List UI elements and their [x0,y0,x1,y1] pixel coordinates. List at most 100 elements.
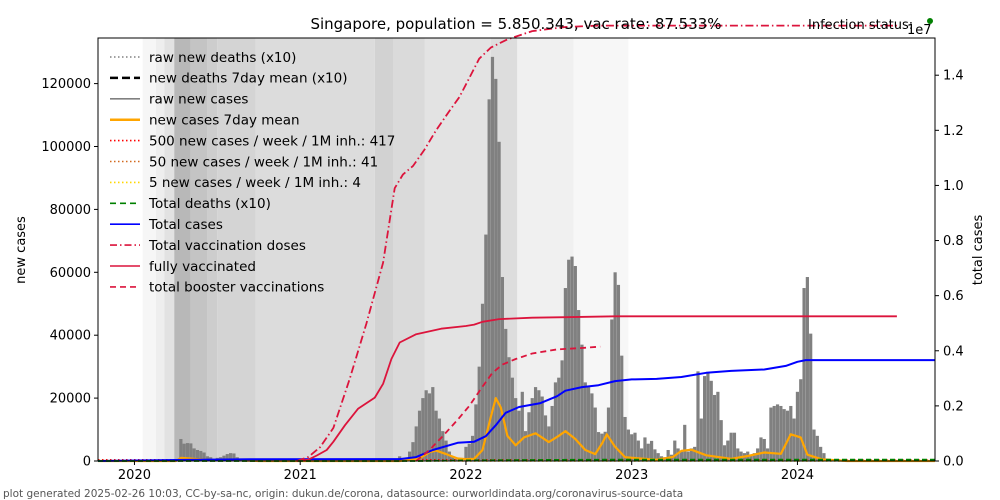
raw-new-cases-bar [192,448,196,461]
raw-new-cases-bar [703,376,707,461]
legend-label: 50 new cases / week / 1M inh.: 41 [149,154,378,170]
raw-new-cases-bar [407,451,412,461]
background-band [424,38,491,461]
raw-new-cases-bar [769,407,773,461]
raw-new-cases-bar [533,387,538,461]
raw-new-cases-bar [799,379,803,461]
raw-new-cases-bar [514,398,518,461]
raw-new-cases-bar [179,438,183,461]
raw-new-cases-bar [222,455,226,461]
raw-new-cases-bar [199,450,203,461]
y2-tick-label: 1.0 [943,179,964,194]
raw-new-cases-bar [421,398,425,461]
raw-new-cases-bar [550,405,554,461]
raw-new-cases-bar [640,448,644,461]
background-band [393,38,425,461]
raw-new-cases-bar [225,454,229,461]
raw-new-cases-bar [543,415,548,461]
legend-label: new deaths 7day mean (x10) [149,71,348,87]
legend-label: fully vaccinated [149,259,256,275]
infection-status-label: Infection status: [808,18,913,33]
raw-new-cases-bar [613,272,617,461]
x-tick-label: 2021 [284,468,317,483]
background-band [98,38,143,461]
raw-new-cases-bar [417,410,422,461]
raw-new-cases-bar [772,405,776,461]
raw-new-cases-bar [785,410,790,461]
y2-tick-label: 0.6 [943,289,964,304]
raw-new-cases-bar [474,404,478,461]
raw-new-cases-bar [490,56,495,462]
raw-new-cases-bar [716,391,720,461]
raw-new-cases-bar [477,366,481,461]
raw-new-cases-bar [464,446,468,461]
raw-new-cases-bar [819,446,823,461]
raw-new-cases-bar [712,394,717,461]
raw-new-cases-bar [732,432,737,461]
raw-new-cases-bar [653,449,657,461]
chart-title: Singapore, population = 5.850.343, vac r… [310,15,721,33]
raw-new-cases-bar [530,398,534,461]
raw-new-cases-bar [427,393,432,461]
raw-new-cases-bar [766,448,770,461]
raw-new-cases-bar [563,288,567,461]
raw-new-cases-bar [696,371,700,461]
raw-new-cases-bar [709,380,713,461]
legend-label: Total cases [148,217,223,233]
y2-offset-label: 1e7 [907,23,932,38]
raw-new-cases-bar [573,266,577,461]
raw-new-cases-bar [480,303,485,461]
raw-new-cases-bar [424,390,428,461]
raw-new-cases-bar [616,284,621,461]
raw-new-cases-bar [656,453,660,461]
y2-tick-label: 0.4 [943,344,964,359]
x-tick-label: 2020 [118,468,151,483]
raw-new-cases-bar [467,443,471,461]
raw-new-cases-bar [626,429,630,461]
y2-tick-label: 0.8 [943,234,964,249]
raw-new-cases-bar [706,372,710,461]
background-band [207,38,218,461]
raw-new-cases-bar [484,234,488,461]
y-axis-label: new cases [14,216,29,284]
legend-label: Total deaths (x10) [148,196,271,212]
raw-new-cases-bar [752,453,756,461]
raw-new-cases-bar [792,418,796,461]
raw-new-cases-bar [537,390,541,461]
legend-label: 5 new cases / week / 1M inh.: 4 [149,175,361,191]
legend-label: raw new cases [149,92,248,108]
raw-new-cases-bar [749,455,753,461]
raw-new-cases-bar [540,396,544,461]
raw-new-cases-bar [606,407,611,461]
y-tick-label: 120000 [41,77,91,92]
raw-new-cases-bar [570,256,574,461]
raw-new-cases-bar [444,440,448,461]
y2-tick-label: 0.2 [943,399,964,414]
y2-axis-label: total cases [971,215,986,286]
raw-new-cases-bar [649,440,654,461]
background-band [190,38,208,461]
raw-new-cases-bar [693,446,697,461]
raw-new-cases-bar [414,426,418,461]
raw-new-cases-bar [583,382,587,461]
y-tick-label: 0 [83,455,91,470]
raw-new-cases-bar [577,310,581,461]
raw-new-cases-bar [795,391,800,461]
raw-new-cases-bar [809,333,813,461]
raw-new-cases-bar [586,387,591,461]
raw-new-cases-bar [679,451,684,461]
y2-tick-label: 0.0 [943,455,964,470]
raw-new-cases-bar [494,78,498,461]
raw-new-cases-bar [232,453,236,461]
raw-new-cases-bar [510,377,514,461]
background-band [374,38,394,461]
raw-new-cases-bar [722,445,727,461]
raw-new-cases-bar [228,453,233,461]
raw-new-cases-bar [822,453,826,461]
raw-new-cases-bar [560,360,564,461]
raw-new-cases-bar [504,328,508,461]
background-band [255,38,375,461]
legend-label: new cases 7day mean [149,113,300,129]
plot-frame [97,37,936,462]
